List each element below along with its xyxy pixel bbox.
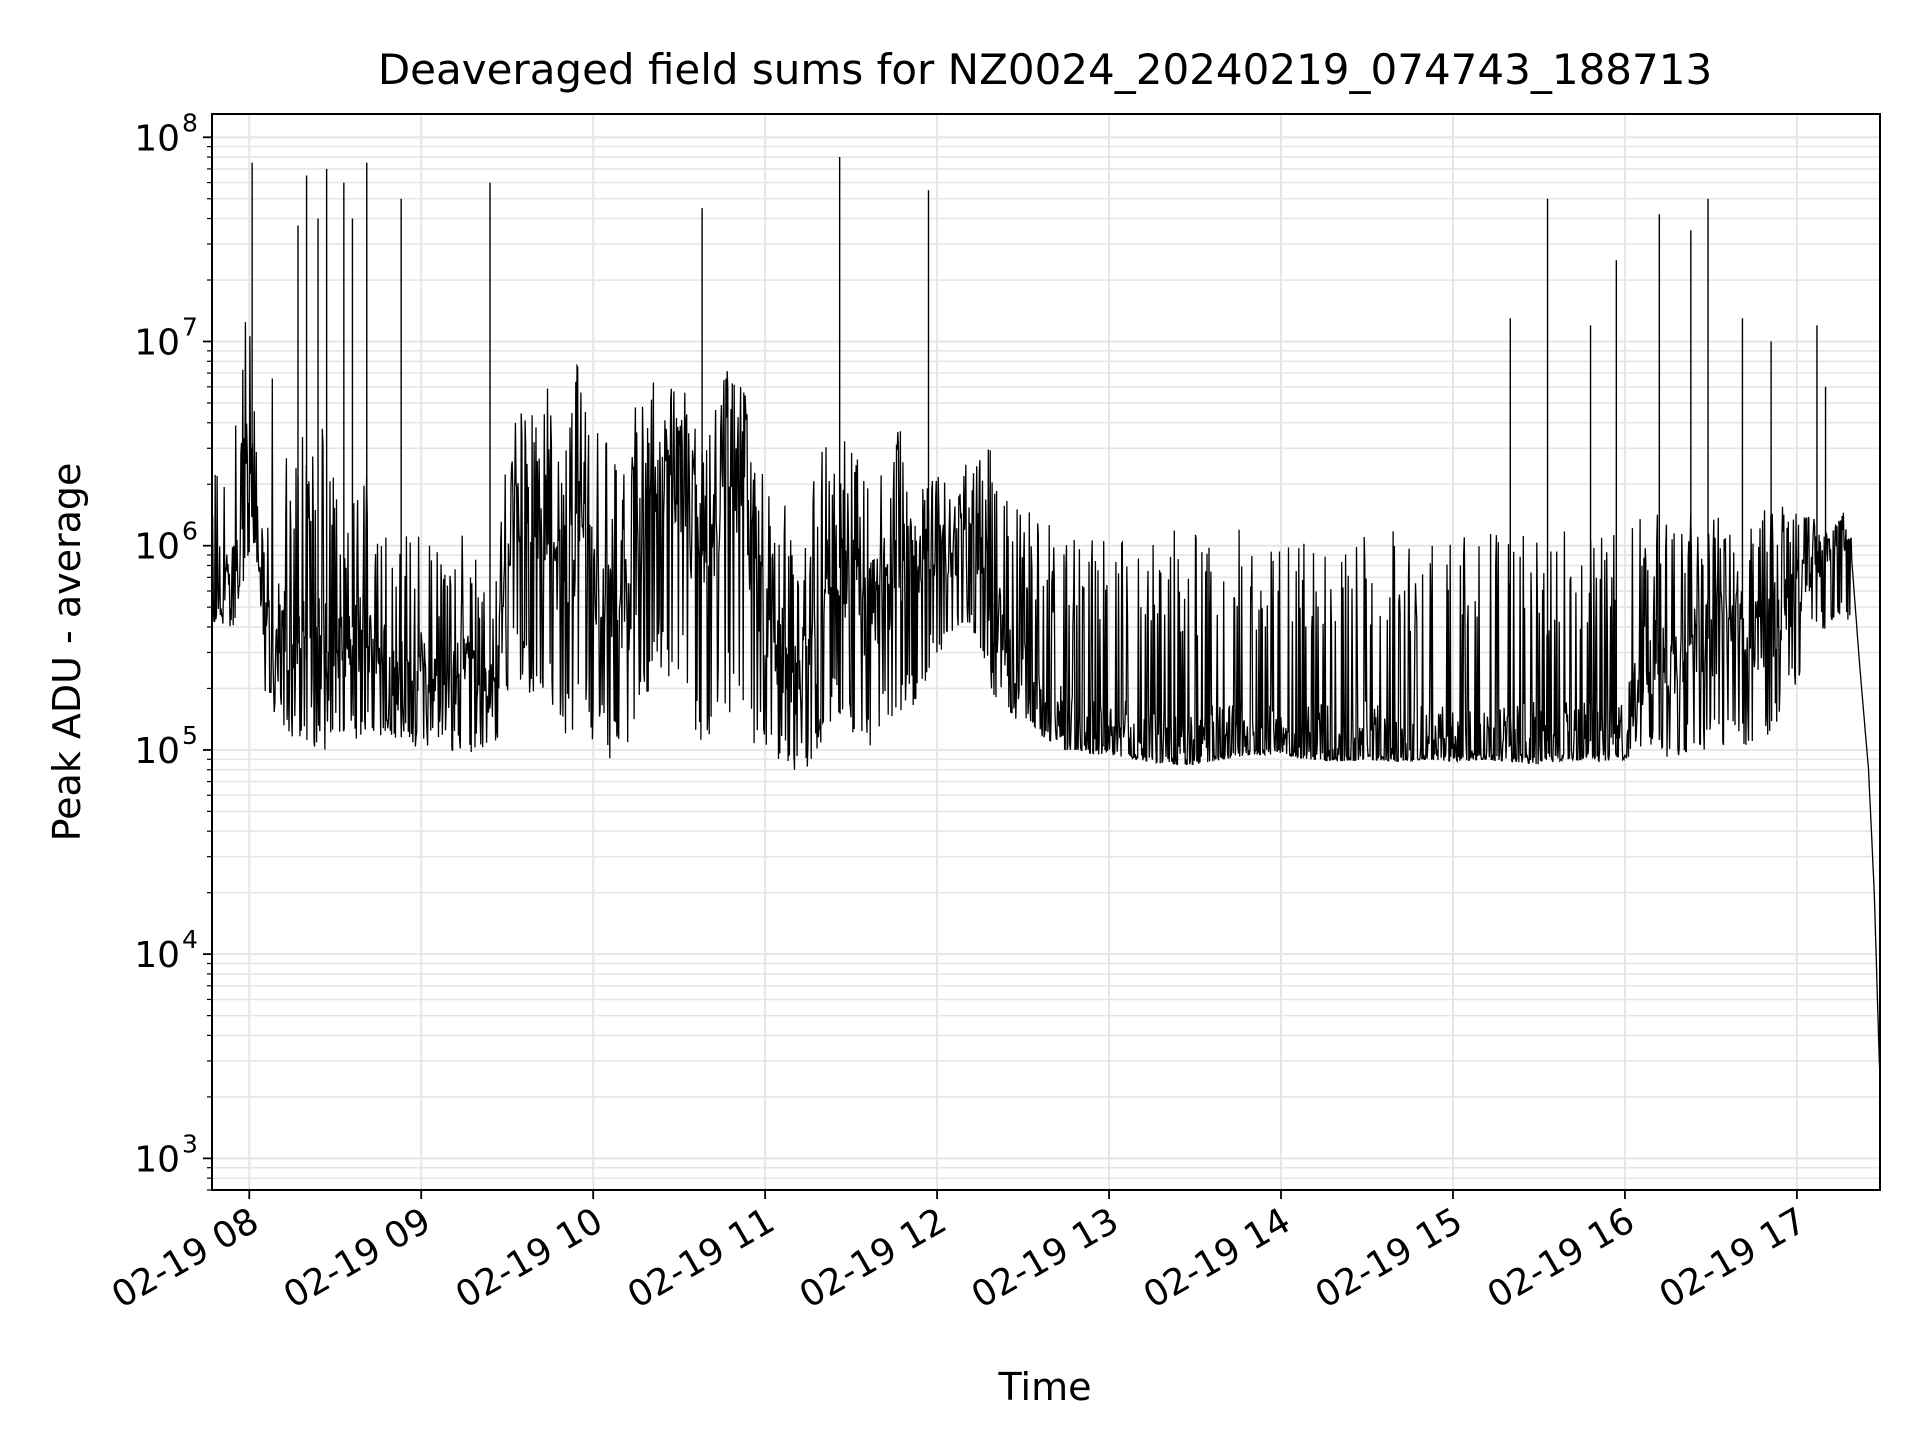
chart-title: Deaveraged field sums for NZ0024_2024021… xyxy=(378,45,1712,94)
y-tick-exponent: 6 xyxy=(182,517,198,546)
y-tick-label: 10 xyxy=(134,527,180,568)
y-tick-exponent: 7 xyxy=(182,312,198,341)
y-tick-exponent: 3 xyxy=(182,1129,198,1158)
y-tick-label: 10 xyxy=(134,118,180,159)
y-tick-label: 10 xyxy=(134,731,180,772)
y-tick-label: 10 xyxy=(134,322,180,363)
y-tick-label: 10 xyxy=(134,935,180,976)
data-series xyxy=(211,157,1881,1078)
y-tick-exponent: 5 xyxy=(182,721,198,750)
x-axis-label: Time xyxy=(998,1365,1092,1409)
series-line xyxy=(211,322,1881,1078)
y-tick-exponent: 4 xyxy=(182,925,198,954)
y-axis-label: Peak ADU - average xyxy=(45,463,89,842)
y-tick-exponent: 8 xyxy=(182,108,198,137)
y-tick-label: 10 xyxy=(134,1139,180,1180)
